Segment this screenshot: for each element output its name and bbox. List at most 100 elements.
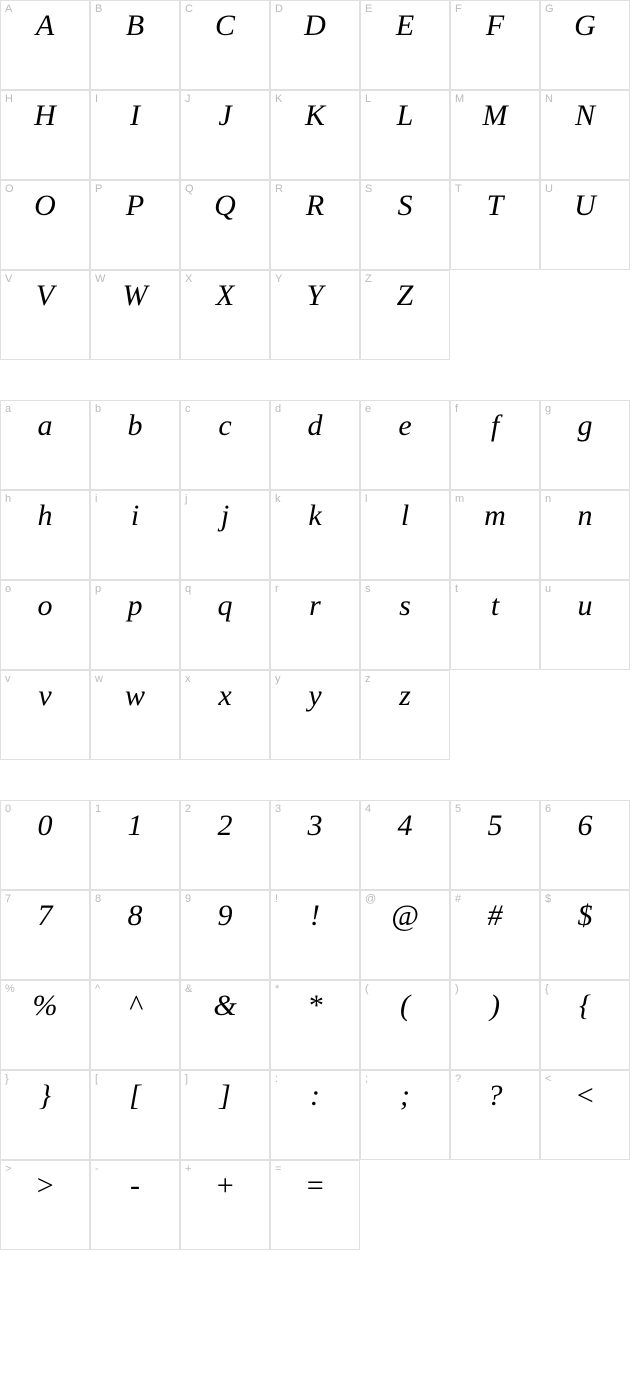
glyph-cell[interactable]: }} <box>0 1070 90 1160</box>
glyph-display: w <box>91 679 179 713</box>
glyph-cell[interactable]: DD <box>270 0 360 90</box>
glyph-cell[interactable]: QQ <box>180 180 270 270</box>
glyph-cell[interactable]: aa <box>0 400 90 490</box>
glyph-cell[interactable]: gg <box>540 400 630 490</box>
glyph-cell[interactable]: -- <box>90 1160 180 1250</box>
glyph-cell[interactable]: mm <box>450 490 540 580</box>
glyph-cell[interactable]: ii <box>90 490 180 580</box>
glyph-cell[interactable]: LL <box>360 90 450 180</box>
glyph-display: o <box>1 589 89 623</box>
glyph-cell[interactable]: 88 <box>90 890 180 980</box>
glyph-cell[interactable]: XX <box>180 270 270 360</box>
glyph-display: < <box>541 1079 629 1113</box>
glyph-cell[interactable]: pp <box>90 580 180 670</box>
glyph-cell[interactable]: vv <box>0 670 90 760</box>
glyph-cell[interactable]: PP <box>90 180 180 270</box>
glyph-cell[interactable]: @@ <box>360 890 450 980</box>
glyph-display: % <box>1 989 89 1023</box>
glyph-cell[interactable]: ff <box>450 400 540 490</box>
glyph-cell[interactable]: yy <box>270 670 360 760</box>
glyph-cell[interactable]: 55 <box>450 800 540 890</box>
glyph-cell[interactable]: ww <box>90 670 180 760</box>
glyph-cell[interactable]: ?? <box>450 1070 540 1160</box>
glyph-cell[interactable]: UU <box>540 180 630 270</box>
glyph-cell[interactable]: %% <box>0 980 90 1070</box>
glyph-cell[interactable]: ;; <box>360 1070 450 1160</box>
glyph-cell[interactable]: [[ <box>90 1070 180 1160</box>
glyph-cell[interactable]: {{ <box>540 980 630 1070</box>
glyph-cell[interactable]: II <box>90 90 180 180</box>
glyph-cell[interactable]: ^^ <box>90 980 180 1070</box>
glyph-cell[interactable]: KK <box>270 90 360 180</box>
glyph-cell[interactable]: uu <box>540 580 630 670</box>
glyph-cell[interactable]: dd <box>270 400 360 490</box>
glyph-cell[interactable]: 33 <box>270 800 360 890</box>
glyph-display: B <box>91 9 179 43</box>
glyph-cell[interactable]: ee <box>360 400 450 490</box>
glyph-cell[interactable]: 11 <box>90 800 180 890</box>
glyph-cell[interactable]: ll <box>360 490 450 580</box>
glyph-cell[interactable]: FF <box>450 0 540 90</box>
glyph-cell[interactable]: WW <box>90 270 180 360</box>
glyph-cell[interactable]: 22 <box>180 800 270 890</box>
glyph-cell[interactable]: SS <box>360 180 450 270</box>
glyph-cell[interactable]: YY <box>270 270 360 360</box>
glyph-cell[interactable]: HH <box>0 90 90 180</box>
glyph-cell[interactable]: << <box>540 1070 630 1160</box>
glyph-display: L <box>361 99 449 133</box>
glyph-cell[interactable]: qq <box>180 580 270 670</box>
glyph-cell[interactable]: $$ <box>540 890 630 980</box>
glyph-cell[interactable]: GG <box>540 0 630 90</box>
glyph-cell[interactable]: >> <box>0 1160 90 1250</box>
glyph-cell[interactable]: hh <box>0 490 90 580</box>
glyph-cell[interactable]: ++ <box>180 1160 270 1250</box>
glyph-cell[interactable]: && <box>180 980 270 1070</box>
glyph-cell[interactable]: NN <box>540 90 630 180</box>
glyph-display: g <box>541 409 629 443</box>
glyph-display: k <box>271 499 359 533</box>
glyph-display: [ <box>91 1079 179 1113</box>
glyph-cell[interactable]: OO <box>0 180 90 270</box>
glyph-display: ; <box>361 1079 449 1113</box>
glyph-cell[interactable]: oo <box>0 580 90 670</box>
glyph-cell[interactable]: == <box>270 1160 360 1250</box>
glyph-cell[interactable]: 44 <box>360 800 450 890</box>
glyph-cell[interactable]: rr <box>270 580 360 670</box>
glyph-cell[interactable]: JJ <box>180 90 270 180</box>
glyph-cell[interactable]: 99 <box>180 890 270 980</box>
glyph-cell[interactable]: VV <box>0 270 90 360</box>
glyph-cell[interactable]: EE <box>360 0 450 90</box>
glyph-cell[interactable]: ZZ <box>360 270 450 360</box>
glyph-cell[interactable]: AA <box>0 0 90 90</box>
glyph-display: ^ <box>91 989 179 1023</box>
glyph-cell[interactable]: xx <box>180 670 270 760</box>
glyph-cell[interactable]: 00 <box>0 800 90 890</box>
glyph-cell[interactable]: cc <box>180 400 270 490</box>
glyph-display: K <box>271 99 359 133</box>
glyph-display: v <box>1 679 89 713</box>
glyph-cell[interactable]: nn <box>540 490 630 580</box>
glyph-cell[interactable]: ## <box>450 890 540 980</box>
glyph-cell[interactable]: ** <box>270 980 360 1070</box>
glyph-cell[interactable]: :: <box>270 1070 360 1160</box>
glyph-cell[interactable]: (( <box>360 980 450 1070</box>
glyph-cell[interactable]: RR <box>270 180 360 270</box>
glyph-cell[interactable]: tt <box>450 580 540 670</box>
glyph-display: A <box>1 9 89 43</box>
glyph-cell[interactable]: zz <box>360 670 450 760</box>
glyph-cell[interactable]: ]] <box>180 1070 270 1160</box>
glyph-cell[interactable]: )) <box>450 980 540 1070</box>
charmap-root: AABBCCDDEEFFGG HHIIJJKKLLMMNN OOPPQQRRSSTT… <box>0 0 640 1250</box>
glyph-cell[interactable]: bb <box>90 400 180 490</box>
glyph-cell[interactable]: ss <box>360 580 450 670</box>
glyph-cell[interactable]: MM <box>450 90 540 180</box>
glyph-cell[interactable]: kk <box>270 490 360 580</box>
glyph-cell[interactable]: CC <box>180 0 270 90</box>
glyph-cell[interactable]: BB <box>90 0 180 90</box>
glyph-cell[interactable]: 66 <box>540 800 630 890</box>
glyph-cell[interactable]: 77 <box>0 890 90 980</box>
glyph-cell[interactable]: TT <box>450 180 540 270</box>
glyph-cell[interactable]: jj <box>180 490 270 580</box>
glyph-cell[interactable]: !! <box>270 890 360 980</box>
glyph-display: f <box>451 409 539 443</box>
